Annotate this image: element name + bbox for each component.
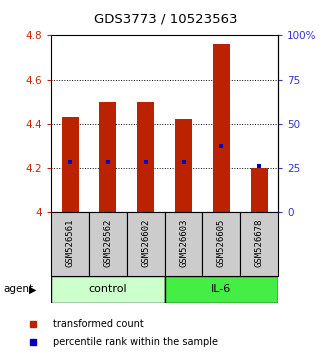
Bar xyxy=(240,212,278,276)
Bar xyxy=(127,212,165,276)
Text: GSM526678: GSM526678 xyxy=(255,219,264,267)
Bar xyxy=(165,212,203,276)
Bar xyxy=(137,102,154,212)
Text: ▶: ▶ xyxy=(29,284,37,295)
Text: percentile rank within the sample: percentile rank within the sample xyxy=(54,337,218,347)
Bar xyxy=(51,212,89,276)
Bar xyxy=(62,117,79,212)
Bar xyxy=(165,276,278,303)
Bar xyxy=(175,119,192,212)
Text: control: control xyxy=(89,284,127,295)
Text: GSM526603: GSM526603 xyxy=(179,219,188,267)
Bar xyxy=(251,168,268,212)
Text: GSM526605: GSM526605 xyxy=(217,219,226,267)
Bar xyxy=(51,276,165,303)
Bar xyxy=(203,212,240,276)
Text: GSM526561: GSM526561 xyxy=(66,219,75,267)
Bar xyxy=(213,44,230,212)
Text: GSM526602: GSM526602 xyxy=(141,219,150,267)
Text: GSM526562: GSM526562 xyxy=(104,219,113,267)
Bar xyxy=(100,102,117,212)
Text: IL-6: IL-6 xyxy=(211,284,231,295)
Text: agent: agent xyxy=(3,284,33,295)
Text: transformed count: transformed count xyxy=(54,319,144,329)
Text: GDS3773 / 10523563: GDS3773 / 10523563 xyxy=(94,12,237,25)
Bar xyxy=(89,212,127,276)
